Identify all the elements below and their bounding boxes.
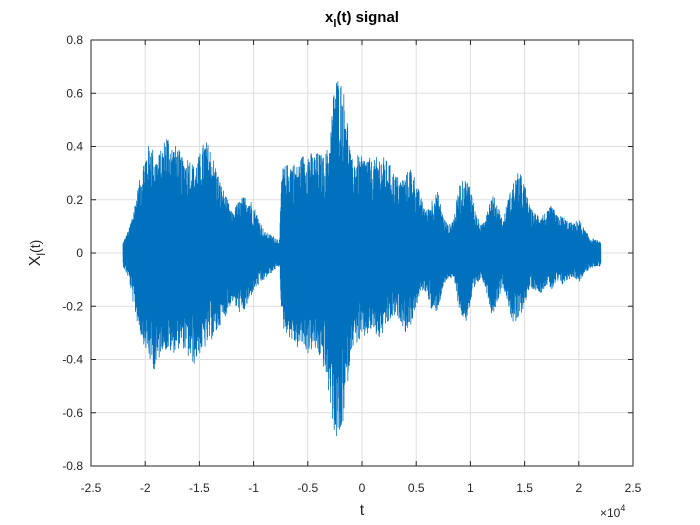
y-tick-label: -0.2	[62, 299, 83, 313]
y-tick-label: 0.8	[66, 33, 83, 47]
y-tick-label: 0.2	[66, 193, 83, 207]
x-tick-label: 0	[359, 481, 366, 495]
y-tick-label: 0.6	[66, 86, 83, 100]
chart-title-subscript: l	[333, 18, 336, 30]
x-tick-label: -1	[248, 481, 259, 495]
x-axis-exponent: ×104	[600, 503, 625, 520]
y-tick-label: -0.6	[62, 406, 83, 420]
y-axis-label-subscript: l	[34, 253, 48, 256]
y-axis-label-rest: (t)	[27, 240, 43, 253]
chart-title-main: x	[325, 9, 334, 26]
signal-series	[122, 81, 602, 437]
x-axis-exponent-power: 4	[620, 503, 625, 513]
ticks	[90, 39, 634, 467]
x-tick-labels: -2.5 -2 -1.5 -1 -0.5 0 0.5 1 1.5 2 2.5	[81, 481, 642, 495]
x-tick-label: 0.5	[408, 481, 425, 495]
y-tick-label: 0.4	[66, 140, 83, 154]
x-axis-exponent-base: ×10	[600, 506, 621, 520]
y-axis-label: Xl(t)	[27, 240, 48, 267]
y-axis-label-main: X	[27, 255, 44, 266]
x-tick-label: -2	[140, 481, 151, 495]
chart-title: xl(t) signal	[325, 9, 399, 30]
y-tick-label: 0	[76, 246, 83, 260]
chart-title-rest: (t) signal	[336, 9, 399, 26]
x-tick-label: 1.5	[516, 481, 533, 495]
x-tick-label: -2.5	[81, 481, 102, 495]
y-tick-label: -0.4	[62, 353, 83, 367]
x-tick-label: 2	[575, 481, 582, 495]
signal-core-band	[123, 154, 601, 359]
y-tick-label: -0.8	[62, 459, 83, 473]
x-tick-label: 1	[467, 481, 474, 495]
y-tick-labels: -0.8 -0.6 -0.4 -0.2 0 0.2 0.4 0.6 0.8	[62, 33, 83, 473]
x-tick-label: -0.5	[297, 481, 318, 495]
x-tick-label: 2.5	[625, 481, 642, 495]
x-axis-label: t	[360, 502, 365, 519]
x-tick-label: -1.5	[189, 481, 210, 495]
